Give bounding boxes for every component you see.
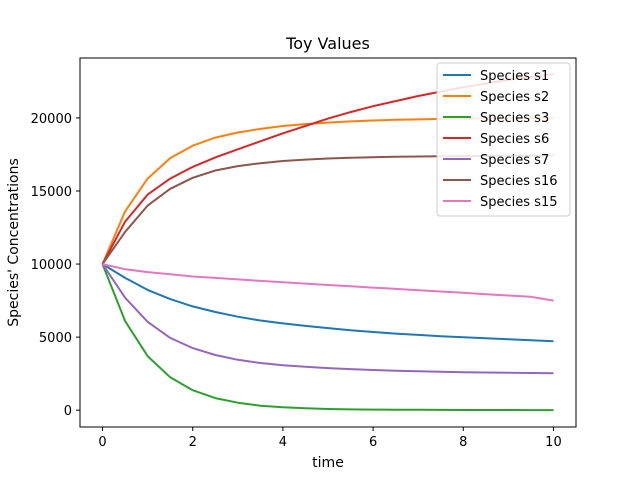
x-axis: 0 2 4 6 8 10 [98, 427, 562, 450]
y-tick-label: 15000 [31, 185, 72, 200]
plot-frame [79, 57, 577, 428]
series-line-species-s3 [101, 263, 554, 412]
x-tick-label: 10 [545, 435, 562, 450]
y-tick-label: 10000 [31, 258, 72, 273]
series-line-species-s7 [101, 263, 554, 375]
chart-title: Toy Values [285, 34, 370, 53]
legend-label: Species s6 [480, 132, 549, 147]
plot-lines [101, 73, 554, 412]
legend-label: Species s2 [480, 90, 549, 105]
legend-label: Species s15 [480, 195, 557, 210]
x-tick-label: 0 [98, 435, 106, 450]
y-axis-label: Species' Concentrations [6, 158, 22, 327]
legend-label: Species s7 [480, 153, 549, 168]
y-tick-label: 0 [64, 404, 72, 419]
legend-label: Species s16 [480, 174, 557, 189]
x-tick-label: 4 [279, 435, 287, 450]
legend-label: Species s3 [480, 111, 549, 126]
series-line-species-s1 [101, 263, 554, 343]
legend-box [436, 62, 571, 217]
series-line-species-s15 [102, 263, 554, 302]
x-tick-label: 6 [369, 435, 377, 450]
y-tick-label: 20000 [31, 112, 72, 127]
x-axis-label: time [312, 455, 344, 471]
y-tick-label: 5000 [39, 331, 72, 346]
legend: Species s1 Species s2 Species s3 Species s6… [436, 62, 571, 217]
y-axis: 0 5000 10000 15000 20000 [31, 112, 80, 419]
legend-label: Species s1 [480, 69, 549, 84]
x-tick-label: 2 [189, 435, 197, 450]
x-tick-label: 8 [459, 435, 467, 450]
